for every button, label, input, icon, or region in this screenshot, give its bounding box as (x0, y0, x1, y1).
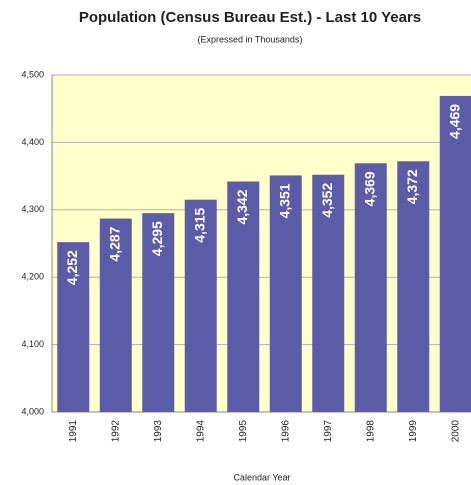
bar (397, 161, 430, 412)
chart-subtitle: (Expressed in Thousands) (198, 34, 303, 44)
x-tick-label: 1996 (280, 420, 291, 443)
bar (227, 181, 260, 412)
value-label: 4,372 (404, 169, 420, 204)
bar (439, 95, 471, 413)
value-label: 4,315 (191, 207, 207, 242)
y-tick-label: 4,000 (21, 406, 44, 416)
bar (57, 242, 90, 412)
value-label: 4,252 (64, 250, 80, 285)
bar (312, 174, 345, 412)
x-tick-label: 1998 (365, 420, 376, 443)
bar (184, 199, 217, 412)
x-tick-label: 1997 (323, 420, 334, 443)
x-tick-label: 1995 (238, 420, 249, 443)
y-tick-label: 4,400 (21, 137, 44, 147)
value-label: 4,369 (361, 171, 377, 206)
bar (269, 175, 302, 412)
bar (354, 163, 387, 412)
value-label: 4,295 (149, 221, 165, 256)
y-tick-label: 4,500 (21, 69, 44, 79)
x-axis-title: Calendar Year (233, 472, 290, 482)
y-tick-label: 4,100 (21, 339, 44, 349)
value-label: 4,352 (319, 183, 335, 218)
bar (142, 213, 175, 412)
chart-title: Population (Census Bureau Est.) - Last 1… (79, 9, 421, 26)
y-tick-label: 4,200 (21, 272, 44, 282)
value-label: 4,351 (276, 183, 292, 218)
x-tick-label: 1994 (195, 420, 206, 443)
x-tick-label: 1993 (153, 420, 164, 443)
bar (99, 218, 132, 412)
x-tick-label: 1991 (68, 420, 79, 443)
value-label: 4,469 (446, 104, 462, 139)
x-tick-label: 2000 (450, 420, 461, 443)
y-tick-label: 4,300 (21, 204, 44, 214)
value-label: 4,342 (234, 189, 250, 224)
value-label: 4,287 (106, 226, 122, 261)
x-tick-label: 1992 (110, 420, 121, 443)
x-tick-label: 1999 (408, 420, 419, 443)
